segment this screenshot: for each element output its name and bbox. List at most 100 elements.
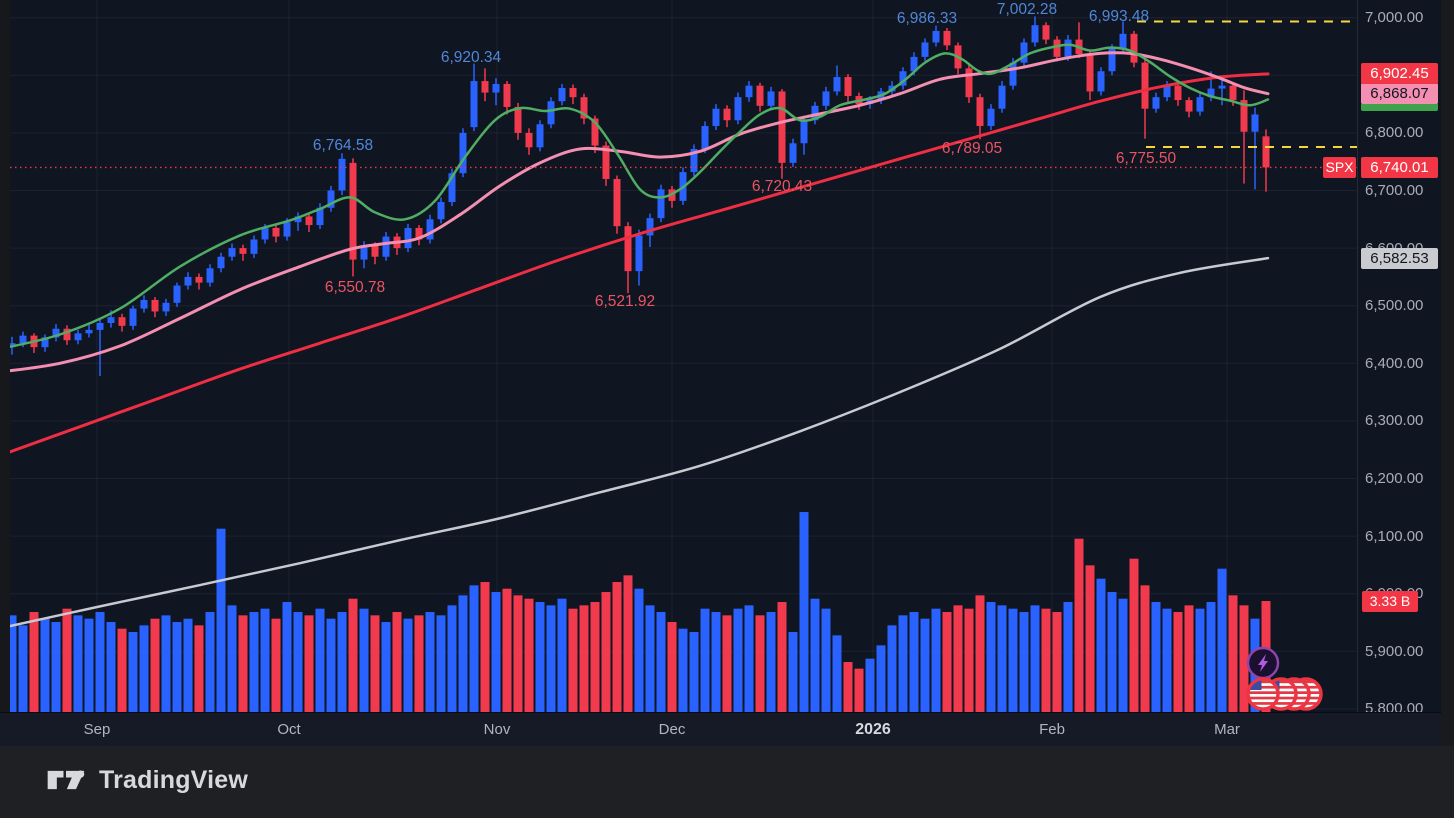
price-annotation: 6,764.58 (313, 137, 373, 154)
candle-body (228, 248, 236, 257)
volume-bar (414, 615, 424, 712)
volume-bar (183, 618, 193, 712)
volume-bar (249, 612, 259, 712)
candle-body (1229, 85, 1237, 101)
candle-body (1218, 85, 1226, 89)
volume-bar (62, 608, 72, 712)
candle-body (1042, 25, 1050, 40)
price-scale[interactable]: 7,000.006,800.006,700.006,600.006,500.00… (1358, 0, 1441, 717)
flag-canton (1249, 680, 1262, 690)
flag-stripe (1280, 680, 1308, 684)
ma-long-value-badge: 6,582.53 (1361, 247, 1438, 269)
volume-bar (128, 632, 138, 712)
candle-body (899, 71, 907, 86)
candle-body (976, 97, 984, 126)
candle-body (1262, 136, 1270, 168)
price-chart-svg[interactable]: 6,764.58 6,920.34 6,986.33 7,002.28 6,993.48… (0, 0, 1357, 712)
candle-body (547, 101, 555, 125)
candle-body (503, 83, 511, 107)
volume-bar (997, 605, 1007, 712)
volume-bar (1008, 608, 1018, 712)
volume-bar (216, 528, 226, 712)
candle-body (712, 108, 720, 126)
volume-bar (51, 622, 61, 712)
volume-bar (1041, 608, 1051, 712)
candle-body (613, 178, 621, 227)
volume-bar (832, 635, 842, 712)
candle-body (1251, 114, 1259, 132)
tradingview-logo[interactable]: TradingView (46, 760, 248, 800)
volume-bar (480, 582, 490, 712)
candle-body (558, 87, 566, 102)
volume-bar (744, 605, 754, 712)
candle-body (250, 239, 258, 254)
volume-bar (898, 615, 908, 712)
volume-bar (293, 612, 303, 712)
candle-body (437, 202, 445, 220)
candle-body (1108, 48, 1116, 72)
volume-bar (227, 605, 237, 712)
volume-bar (40, 618, 50, 712)
x-axis-label: Dec (658, 721, 686, 738)
volume-bar (359, 608, 369, 712)
candle-body (85, 329, 93, 334)
candle-body (965, 68, 973, 98)
x-axis-label: Sep (83, 721, 111, 738)
candle-body (1185, 100, 1193, 112)
volume-bar (942, 612, 952, 712)
volume-bar (964, 608, 974, 712)
chart-pane[interactable]: 6,764.58 6,920.34 6,986.33 7,002.28 6,993.48… (0, 0, 1441, 748)
candle-body (525, 132, 533, 148)
volume-bar (502, 588, 512, 712)
candle-body (701, 125, 709, 150)
candle-body (943, 30, 951, 46)
pane-left-edge (0, 0, 10, 746)
price-tick-label: 6,200.00 (1365, 470, 1424, 487)
price-tick-label: 6,100.00 (1365, 527, 1424, 545)
volume-bar (1063, 602, 1073, 712)
volume-bar (1052, 612, 1062, 712)
right-gutter (1441, 0, 1454, 746)
volume-bar (117, 628, 127, 712)
candle-body (63, 328, 71, 341)
candle-body (1097, 71, 1105, 92)
candle-body (624, 226, 632, 272)
footer: TradingView (0, 746, 1454, 818)
candle-body (316, 207, 324, 226)
candle-body (987, 108, 995, 126)
candle-body (305, 216, 313, 226)
volume-bar (1162, 608, 1172, 712)
volume-bar (282, 602, 292, 712)
candle-body (921, 42, 929, 57)
candle-body (162, 302, 170, 312)
ma-mid-value-badge: 6,868.07 (1361, 83, 1438, 105)
price-annotation: 7,002.28 (997, 1, 1057, 18)
candle-body (1207, 88, 1215, 98)
volume-bar (1074, 538, 1084, 712)
volume-bar (491, 592, 501, 712)
candle-body (140, 299, 148, 309)
candle-body (415, 227, 423, 240)
volume-bar (645, 605, 655, 712)
volume-bar (909, 612, 919, 712)
volume-bar (348, 598, 358, 712)
candle-body (41, 337, 49, 348)
candle-body (272, 227, 280, 237)
volume-bar (139, 625, 149, 712)
candle-body (734, 97, 742, 121)
candle-body (1141, 62, 1149, 109)
x-axis-label: Oct (277, 721, 301, 738)
flag-stripe (1249, 696, 1277, 700)
volume-bar (876, 645, 886, 712)
volume-bar (975, 595, 985, 712)
lightning-event-icon[interactable] (1246, 646, 1280, 680)
tradingview-logo-text: TradingView (99, 765, 249, 794)
volume-bar (1228, 595, 1238, 712)
candle-body (756, 85, 764, 106)
candle-body (580, 97, 588, 119)
volume-bar (986, 602, 996, 712)
flag-event-icon[interactable] (1246, 677, 1280, 711)
candle-body (371, 245, 379, 257)
candle-body (151, 299, 159, 312)
time-axis[interactable]: Sep Oct Nov Dec 2026 Feb Mar (0, 712, 1441, 748)
